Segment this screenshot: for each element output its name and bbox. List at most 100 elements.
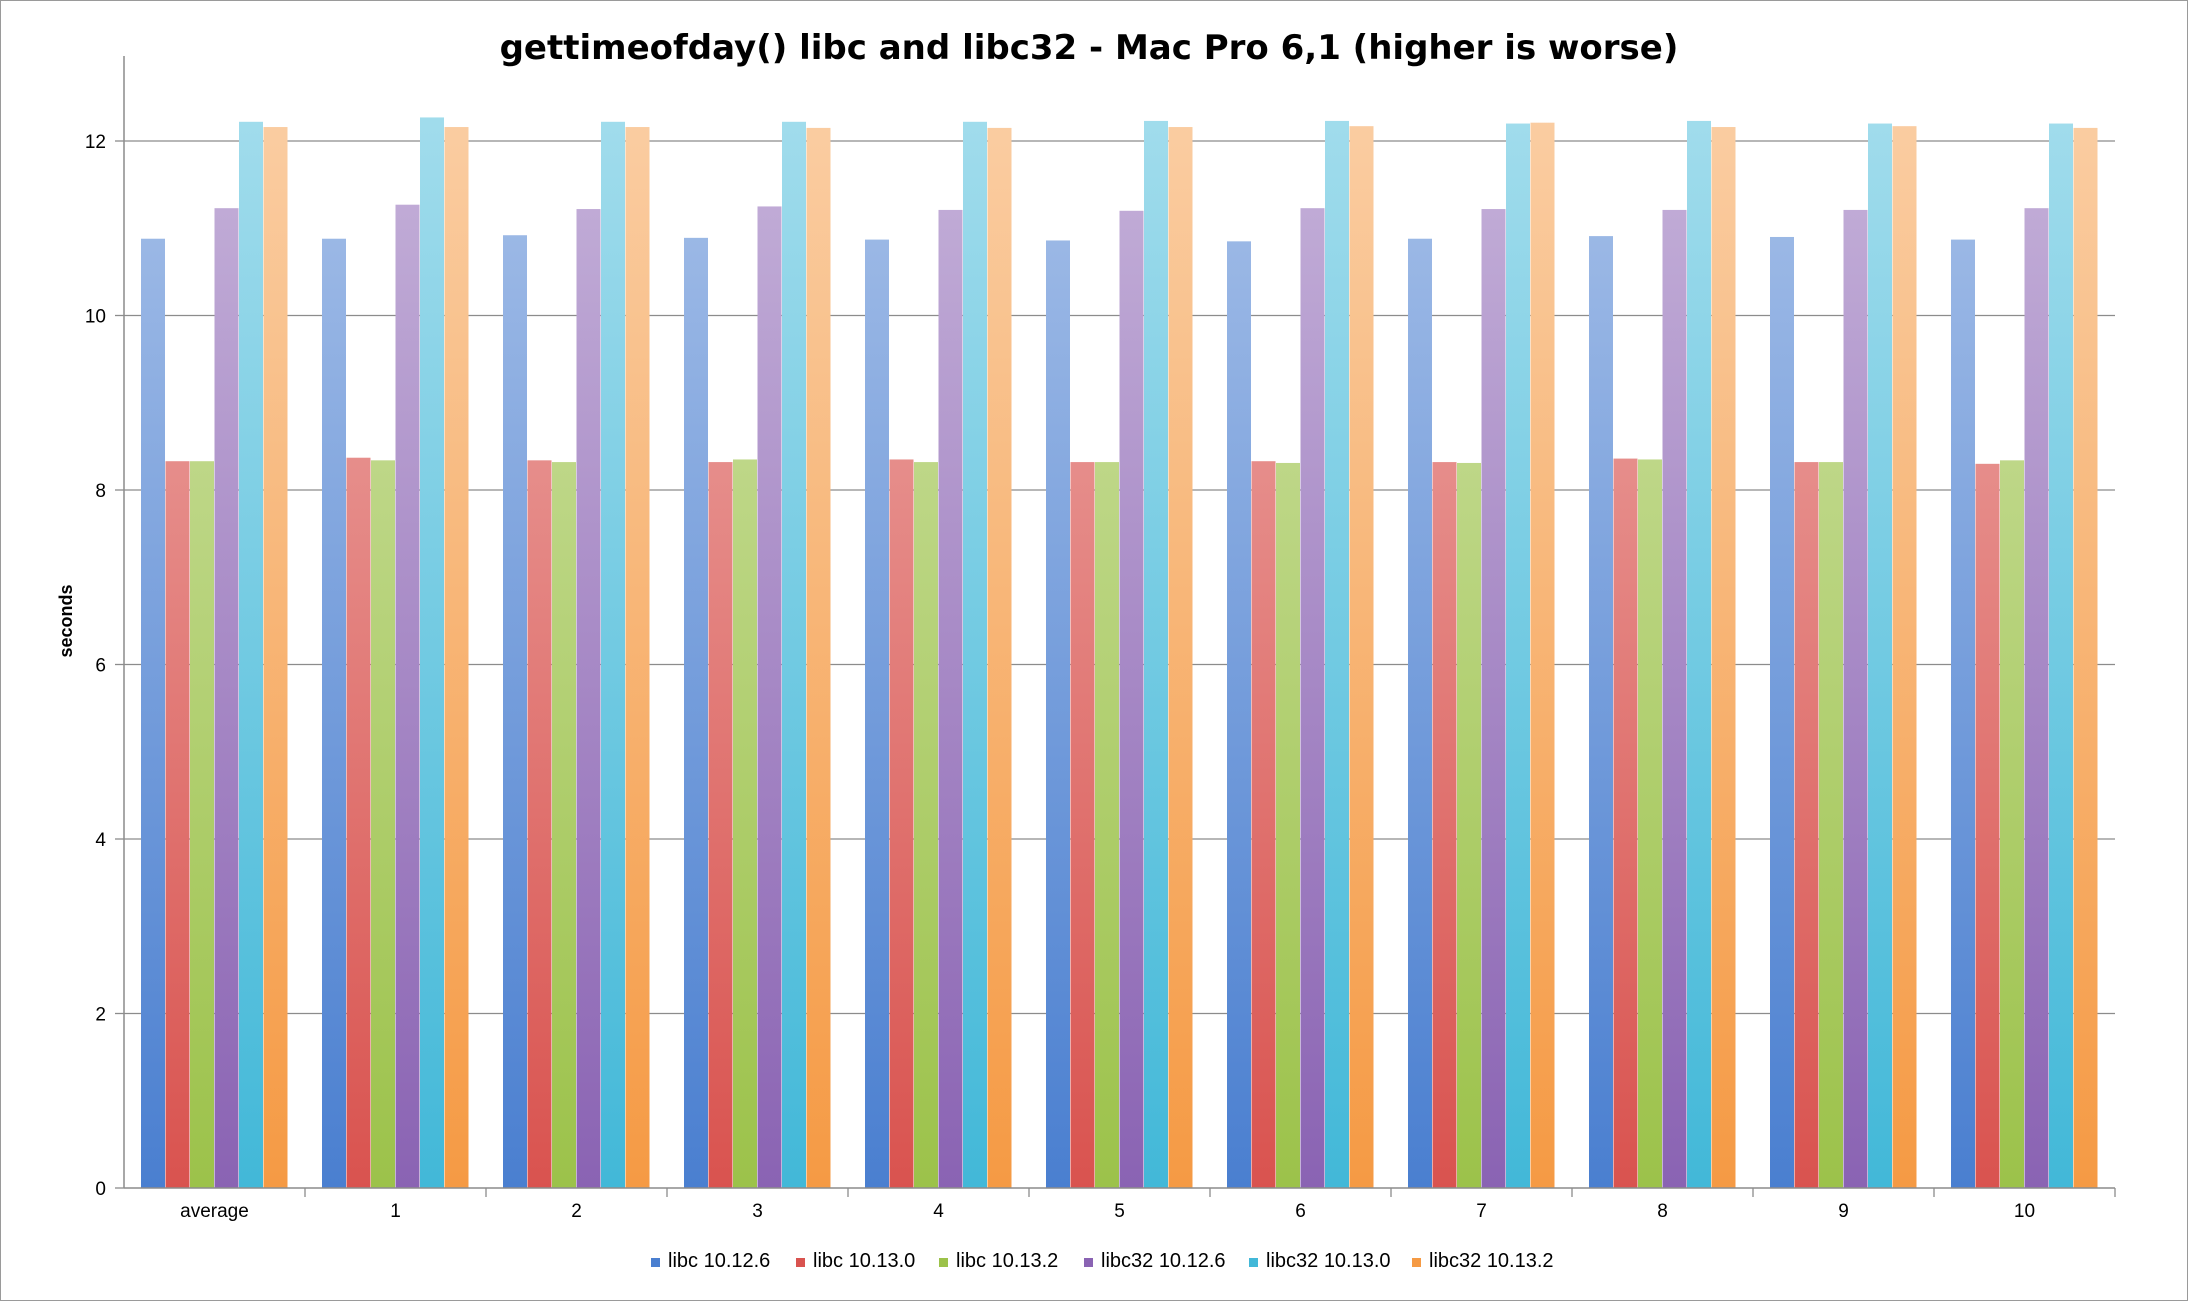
legend-swatch — [796, 1258, 805, 1267]
bar — [1070, 462, 1095, 1189]
bar — [1251, 461, 1276, 1188]
bar — [938, 209, 963, 1189]
bar — [987, 127, 1012, 1189]
x-tick-label: 4 — [933, 1201, 944, 1222]
x-tick-label: 9 — [1838, 1201, 1849, 1222]
bar — [1662, 209, 1687, 1189]
y-tick-label: 4 — [95, 830, 106, 851]
legend-label: libc32 10.13.0 — [1266, 1250, 1391, 1272]
bar — [2049, 123, 2073, 1188]
bar — [1951, 239, 1975, 1188]
bar — [527, 460, 552, 1189]
bar — [2024, 208, 2049, 1188]
bar — [1349, 126, 1374, 1189]
bar — [757, 206, 782, 1188]
bar — [1481, 209, 1506, 1188]
bar — [889, 459, 914, 1188]
bar — [865, 239, 889, 1188]
x-tick-label: average — [180, 1201, 249, 1222]
bar — [733, 459, 757, 1188]
bar — [2073, 127, 2098, 1189]
bar — [2000, 460, 2024, 1189]
bar — [1408, 238, 1432, 1189]
bar — [1457, 462, 1481, 1188]
y-tick-label: 12 — [85, 132, 106, 153]
x-tick-label: 1 — [390, 1201, 401, 1222]
bar — [1506, 123, 1530, 1188]
y-tick-label: 8 — [95, 481, 106, 502]
y-tick-label: 2 — [95, 1005, 106, 1026]
bar — [239, 121, 263, 1188]
bar — [1770, 236, 1794, 1189]
bar — [1687, 120, 1711, 1189]
bar — [1711, 127, 1736, 1188]
bar — [214, 208, 239, 1188]
bar — [395, 204, 420, 1188]
bar — [263, 127, 288, 1188]
legend-label: libc32 10.12.6 — [1101, 1250, 1226, 1272]
x-tick-label: 2 — [571, 1201, 582, 1222]
bar — [1530, 122, 1555, 1189]
bar — [503, 235, 527, 1189]
x-tick-label: 8 — [1657, 1201, 1668, 1222]
bar — [141, 238, 165, 1189]
x-tick-label: 5 — [1114, 1201, 1125, 1222]
bar — [420, 117, 444, 1188]
bar — [1819, 462, 1843, 1189]
bar — [1868, 123, 1892, 1188]
bar — [1168, 127, 1193, 1188]
bar — [1227, 241, 1251, 1188]
y-axis-label: seconds — [56, 584, 76, 657]
bars — [141, 117, 2098, 1189]
bar — [1589, 236, 1613, 1189]
bar — [444, 127, 469, 1188]
legend-swatch — [939, 1258, 948, 1267]
bar — [625, 127, 650, 1188]
bar — [1144, 120, 1168, 1189]
y-tick-label: 6 — [95, 656, 106, 677]
bar — [1892, 126, 1917, 1189]
bar — [963, 121, 987, 1188]
bar — [1325, 120, 1349, 1189]
x-tick-label: 3 — [752, 1201, 763, 1222]
bar — [914, 462, 938, 1189]
x-tick-label: 7 — [1476, 1201, 1487, 1222]
bar — [576, 209, 601, 1188]
bar — [371, 460, 395, 1189]
x-tick-label: 6 — [1295, 1201, 1306, 1222]
bar — [1613, 458, 1638, 1189]
legend-swatch — [1084, 1258, 1093, 1267]
bar — [1794, 462, 1819, 1189]
bar — [346, 457, 371, 1188]
bar — [1276, 462, 1300, 1188]
bar — [1300, 208, 1325, 1188]
bar — [1843, 209, 1868, 1189]
bar — [1975, 463, 2000, 1188]
bar — [1095, 462, 1119, 1189]
bar — [684, 237, 708, 1188]
chart-title: gettimeofday() libc and libc32 - Mac Pro… — [500, 28, 1679, 68]
legend-swatch — [651, 1258, 660, 1267]
bar — [190, 461, 214, 1188]
y-tick-label: 0 — [95, 1179, 106, 1200]
bar — [806, 127, 831, 1189]
bar — [552, 462, 576, 1189]
legend-label: libc 10.13.2 — [956, 1250, 1058, 1272]
bar — [322, 238, 346, 1189]
legend-swatch — [1412, 1258, 1421, 1267]
legend-label: libc32 10.13.2 — [1429, 1250, 1554, 1272]
legend-label: libc 10.13.0 — [813, 1250, 915, 1272]
legend: libc 10.12.6 libc 10.13.0 libc 10.13.2 libc… — [651, 1250, 1554, 1272]
x-tick-label: 10 — [2014, 1201, 2035, 1222]
bar — [708, 462, 733, 1189]
bar — [601, 121, 625, 1188]
legend-label: libc 10.12.6 — [668, 1250, 770, 1272]
legend-swatch — [1249, 1258, 1258, 1267]
y-tick-label: 10 — [85, 307, 106, 328]
bar — [165, 461, 190, 1188]
bar — [1046, 240, 1070, 1189]
bar — [1432, 462, 1457, 1189]
